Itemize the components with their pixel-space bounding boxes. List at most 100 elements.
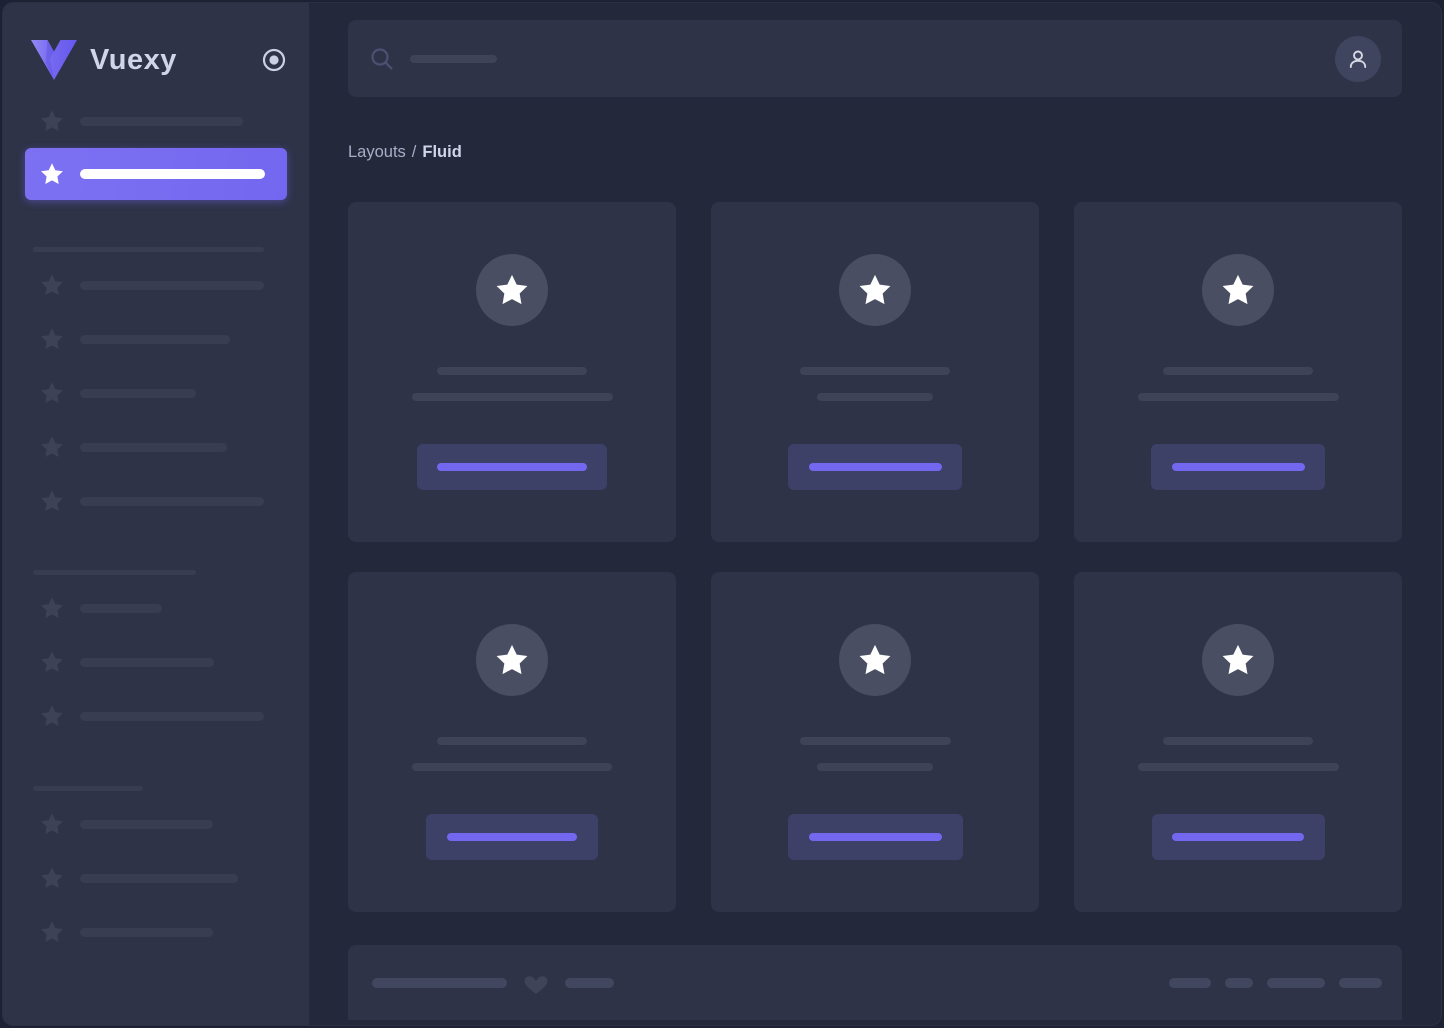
card-avatar <box>476 624 548 696</box>
footer-link-bar <box>1225 977 1253 988</box>
vuexy-logo-icon <box>31 40 77 80</box>
star-icon <box>1222 274 1254 305</box>
nav-section-divider <box>33 570 196 575</box>
card-action-button[interactable] <box>788 444 962 490</box>
sidebar-item-label-bar <box>80 280 264 290</box>
card-subtitle-bar <box>412 763 612 771</box>
card-avatar <box>1202 624 1274 696</box>
card-avatar <box>839 624 911 696</box>
star-icon <box>41 274 63 295</box>
placeholder-card <box>1074 202 1402 542</box>
card-action-button[interactable] <box>787 814 963 860</box>
star-icon <box>1222 644 1254 675</box>
sidebar-item-label-bar <box>80 603 162 613</box>
footer-left <box>372 971 614 995</box>
sidebar-item-label-bar <box>80 873 238 883</box>
search-bar[interactable] <box>348 20 1402 97</box>
card-avatar <box>1202 254 1274 326</box>
star-icon <box>41 813 63 834</box>
sidebar-item[interactable] <box>25 689 287 743</box>
button-label-bar <box>808 463 942 471</box>
sidebar-item-label-bar <box>80 657 214 667</box>
sidebar-item[interactable] <box>25 420 287 474</box>
footer-links <box>1169 977 1382 988</box>
card-subtitle-bar <box>1137 763 1339 771</box>
sidebar-item-label-bar <box>80 116 243 126</box>
card-avatar <box>476 254 548 326</box>
card-action-button[interactable] <box>426 814 598 860</box>
card-title-bar <box>1163 367 1313 375</box>
person-icon <box>1349 50 1367 68</box>
star-icon <box>496 644 528 675</box>
breadcrumb-item-layouts[interactable]: Layouts <box>348 143 406 161</box>
sidebar-item-label-bar <box>80 711 264 721</box>
radio-circle-icon[interactable] <box>261 47 287 73</box>
card-title-bar <box>800 367 950 375</box>
sidebar-item-label-bar <box>80 442 227 452</box>
card-action-button[interactable] <box>1151 444 1325 490</box>
sidebar-nav <box>3 108 309 959</box>
placeholder-card <box>348 202 676 542</box>
search-icon <box>371 47 393 70</box>
star-icon <box>41 921 63 942</box>
nav-section-divider <box>33 247 264 252</box>
placeholder-card <box>1074 572 1402 912</box>
card-title-bar <box>437 737 587 745</box>
sidebar-item[interactable] <box>25 635 287 689</box>
sidebar-item[interactable] <box>25 312 287 366</box>
button-label-bar <box>808 833 942 841</box>
card-action-button[interactable] <box>417 444 607 490</box>
card-subtitle-bar <box>411 393 613 401</box>
sidebar-item[interactable] <box>25 851 287 905</box>
button-label-bar <box>1172 833 1304 841</box>
app-window: Vuexy <box>3 3 1441 1025</box>
search-placeholder-bar <box>410 54 497 63</box>
button-label-bar <box>447 833 577 841</box>
footer-link-bar <box>1339 977 1382 988</box>
nav-group <box>25 252 287 528</box>
sidebar-item[interactable] <box>25 474 287 528</box>
heart-icon <box>524 975 548 994</box>
sidebar-item-label-bar <box>80 169 265 179</box>
nav-group <box>25 791 287 959</box>
brand: Vuexy <box>3 3 309 82</box>
footer-text-bar <box>372 977 507 988</box>
sidebar-item[interactable] <box>25 258 287 312</box>
sidebar-item-label-bar <box>80 334 230 344</box>
user-avatar[interactable] <box>1335 35 1381 82</box>
sidebar: Vuexy <box>3 3 309 1025</box>
sidebar-item-active[interactable] <box>25 148 287 200</box>
star-icon <box>41 490 63 511</box>
placeholder-card <box>711 572 1039 912</box>
footer-link-bar <box>1267 977 1325 988</box>
star-icon <box>41 597 63 618</box>
sidebar-item-label-bar <box>80 927 213 937</box>
placeholder-card <box>348 572 676 912</box>
star-icon <box>41 651 63 672</box>
nav-section-divider <box>33 786 143 791</box>
sidebar-item[interactable] <box>25 905 287 959</box>
star-icon <box>41 328 63 349</box>
star-icon <box>41 110 63 131</box>
card-title-bar <box>1163 737 1313 745</box>
card-title-bar <box>437 367 587 375</box>
brand-title: Vuexy <box>90 43 177 76</box>
sidebar-item-label-bar <box>80 496 264 506</box>
star-icon <box>41 867 63 888</box>
sidebar-item[interactable] <box>25 108 287 134</box>
star-icon <box>859 274 891 305</box>
card-title-bar <box>799 737 951 745</box>
sidebar-item[interactable] <box>25 366 287 420</box>
star-icon <box>41 436 63 457</box>
sidebar-item[interactable] <box>25 581 287 635</box>
footer-text-bar <box>565 977 614 988</box>
card-avatar <box>839 254 911 326</box>
sidebar-item[interactable] <box>25 797 287 851</box>
footer-link-bar <box>1169 977 1211 988</box>
card-subtitle-bar <box>1137 393 1339 401</box>
placeholder-card <box>711 202 1039 542</box>
button-label-bar <box>1171 463 1305 471</box>
nav-group <box>25 575 287 743</box>
card-action-button[interactable] <box>1151 814 1325 860</box>
footer <box>348 945 1402 1020</box>
